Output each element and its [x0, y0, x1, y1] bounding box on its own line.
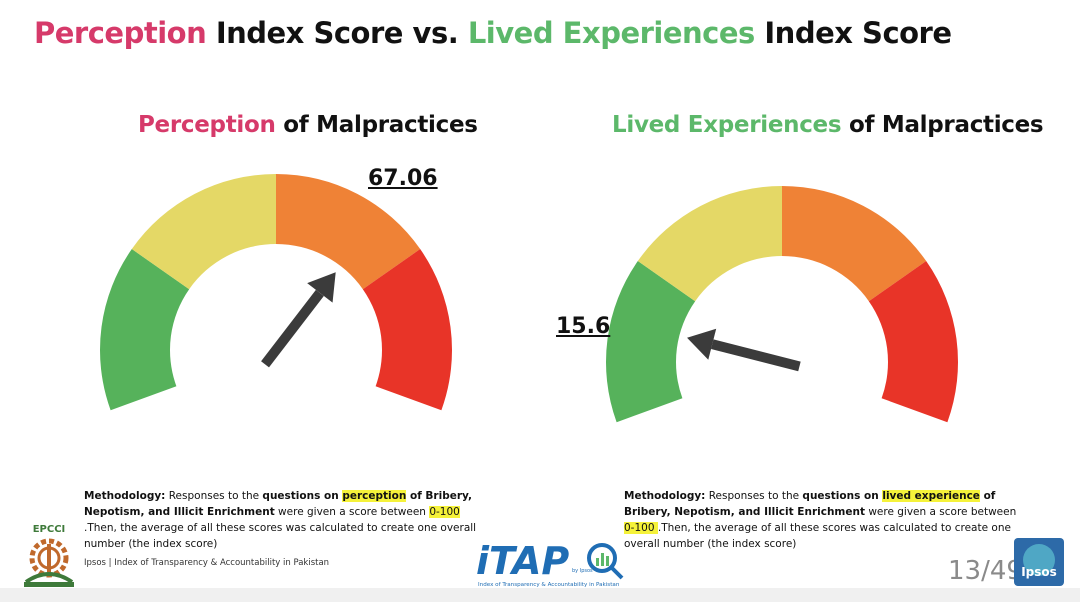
methodology-text: Responses to the [705, 490, 803, 502]
page-number: 13/49 [948, 556, 1023, 586]
bottom-bar [0, 588, 1080, 602]
perception-gauge [99, 174, 452, 411]
lived-experience-gauge [606, 186, 958, 423]
methodology-perception: Methodology: Responses to the questions … [84, 488, 484, 552]
methodology-bold: questions on [262, 490, 343, 502]
gauge-band-orange [782, 186, 927, 302]
methodology-highlight: 0-100 [624, 522, 658, 534]
methodology-text: were given a score between [864, 506, 1017, 518]
gauge-title-highlight: Lived Experiences [612, 112, 842, 138]
gauge-band-green [606, 261, 696, 423]
title-mid: Index Score vs. [206, 16, 468, 50]
methodology-text: .Then, the average of all these scores w… [624, 522, 1011, 550]
methodology-highlight: 0-100 [429, 506, 460, 518]
svg-text:EPCCI: EPCCI [33, 524, 66, 535]
gauge-band-orange [276, 174, 421, 290]
svg-text:Ipsos: Ipsos [1021, 565, 1057, 579]
methodology-label: Methodology: [84, 490, 166, 502]
svg-text:Index of Transparency & Accoun: Index of Transparency & Accountability i… [478, 582, 620, 588]
gauge-band-yellow [637, 186, 782, 302]
footer-source: Ipsos | Index of Transparency & Accounta… [84, 558, 330, 568]
svg-text:iTAP: iTAP [476, 539, 569, 583]
methodology-highlight: lived experience [882, 490, 980, 502]
gauge-title-highlight: Perception [138, 112, 276, 138]
title-perception: Perception [34, 16, 207, 50]
gauge-needle-head [687, 328, 717, 360]
methodology-bold: of Bribery, Nepotism, and Illicit Enrich… [84, 490, 473, 518]
gauge-title-lived: Lived Experiences of Malpractices [612, 112, 1044, 138]
methodology-bold: questions on [802, 490, 883, 502]
methodology-text: were given a score between [274, 506, 430, 518]
itap-logo: iTAP by Ipsos Index of Transparency & Ac… [476, 539, 624, 588]
methodology-label: Methodology: [624, 490, 706, 502]
gauge-band-green [99, 249, 190, 411]
gauge-needle-head [307, 272, 336, 303]
gauge-title-rest: of Malpractices [275, 112, 478, 138]
methodology-bold: of Bribery, Nepotism, and Illicit Enrich… [624, 490, 996, 518]
gauge-needle [711, 339, 801, 372]
gauge-title-perception: Perception of Malpractices [138, 112, 478, 138]
page-title: Perception Index Score vs. Lived Experie… [34, 16, 952, 50]
methodology-text: .Then, the average of all these scores w… [84, 522, 477, 550]
methodology-text: Responses to the [165, 490, 263, 502]
ipsos-logo: Ipsos [1014, 538, 1064, 586]
methodology-highlight: perception [342, 490, 407, 502]
title-lived: Lived Experiences [467, 16, 755, 50]
gauge-band-red [868, 261, 958, 423]
gauge-title-rest: of Malpractices [841, 112, 1044, 138]
epcci-logo: EPCCI [24, 524, 74, 587]
gauge-band-red [362, 249, 452, 411]
gauge-needle [261, 289, 324, 368]
perception-value-label: 67.06 [368, 166, 438, 191]
lived-value-label: 15.6 [556, 314, 611, 339]
title-end: Index Score [754, 16, 952, 50]
svg-text:by Ipsos: by Ipsos [572, 568, 593, 574]
methodology-lived: Methodology: Responses to the questions … [624, 488, 1024, 552]
gauge-band-yellow [131, 174, 276, 290]
